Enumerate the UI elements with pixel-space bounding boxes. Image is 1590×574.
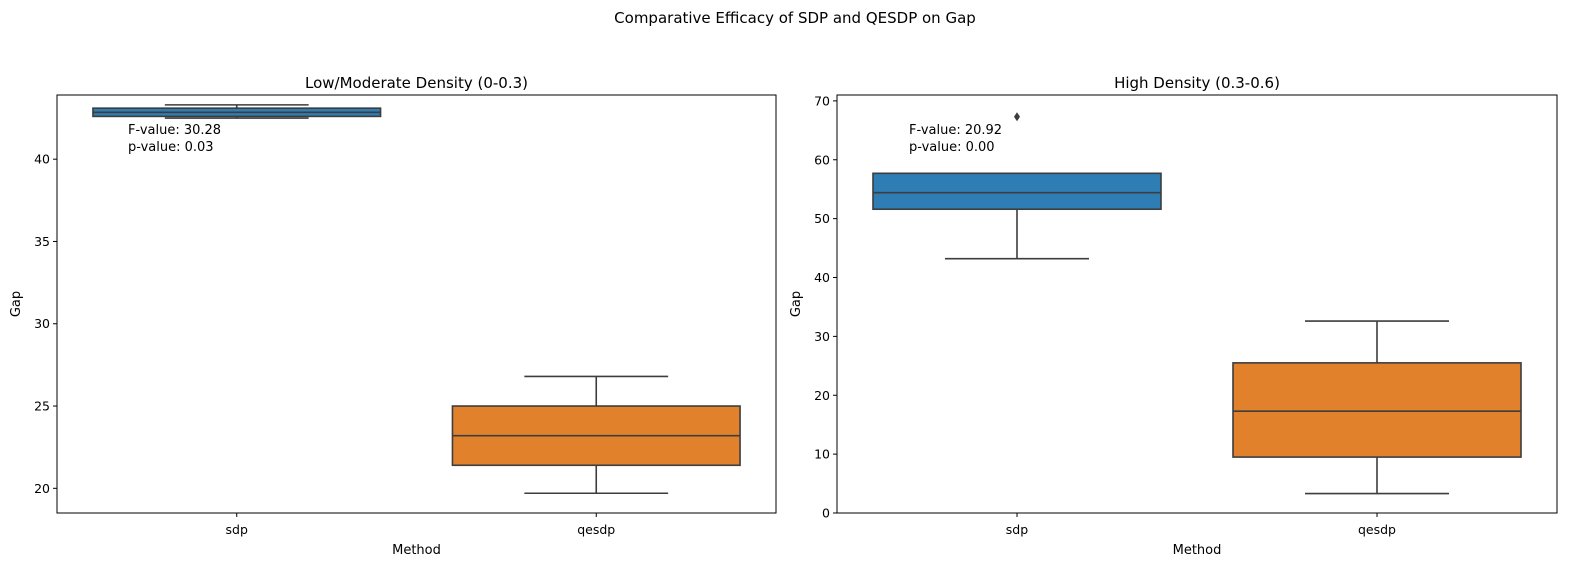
y-tick-label: 50 [814,211,830,226]
iqr-box-sdp [872,172,1162,211]
box-qesdp [1232,320,1522,495]
x-tick-label-qesdp: qesdp [577,522,615,537]
y-tick-label: 10 [814,447,830,462]
x-tick-label-qesdp: qesdp [1358,522,1396,537]
panel-title: High Density (0.3-0.6) [1114,74,1280,92]
y-axis-label: Gap [9,291,24,317]
x-tick-label-sdp: sdp [1006,522,1028,537]
y-tick-label: 40 [34,152,50,167]
y-tick-label: 70 [814,93,830,108]
y-tick-label: 20 [814,388,830,403]
y-tick-label: 30 [34,316,50,331]
y-tick-label: 25 [34,399,50,414]
y-tick-label: 0 [822,506,830,521]
y-tick-label: 20 [34,481,50,496]
iqr-box-qesdp [1232,362,1522,458]
x-tick-label-sdp: sdp [226,522,248,537]
axes-frame [56,94,777,514]
p-value-annotation: p-value: 0.00 [909,140,995,155]
f-value-annotation: F-value: 30.28 [128,123,221,138]
p-value-annotation: p-value: 0.03 [128,140,214,155]
x-axis-label: Method [392,543,441,558]
outlier-point-sdp [1014,112,1020,122]
y-tick-label: 40 [814,270,830,285]
y-axis-label: Gap [789,291,804,317]
y-tick-label: 30 [814,329,830,344]
box-qesdp [451,375,741,495]
figure-suptitle: Comparative Efficacy of SDP and QESDP on… [614,9,976,27]
y-tick-label: 60 [814,152,830,167]
panel-title: Low/Moderate Density (0-0.3) [305,74,528,92]
f-value-annotation: F-value: 20.92 [909,123,1002,138]
box-sdp [92,104,382,119]
axes-frame [836,94,1558,514]
y-tick-label: 35 [34,234,50,249]
x-axis-label: Method [1173,543,1222,558]
box-sdp [872,112,1162,260]
panel-high-density: High Density (0.3-0.6) 0 10 20 30 40 50 60 70 sdp… [789,74,1558,558]
panel-low-density: Low/Moderate Density (0-0.3) 20 25 30 35 40 sd… [9,74,777,558]
